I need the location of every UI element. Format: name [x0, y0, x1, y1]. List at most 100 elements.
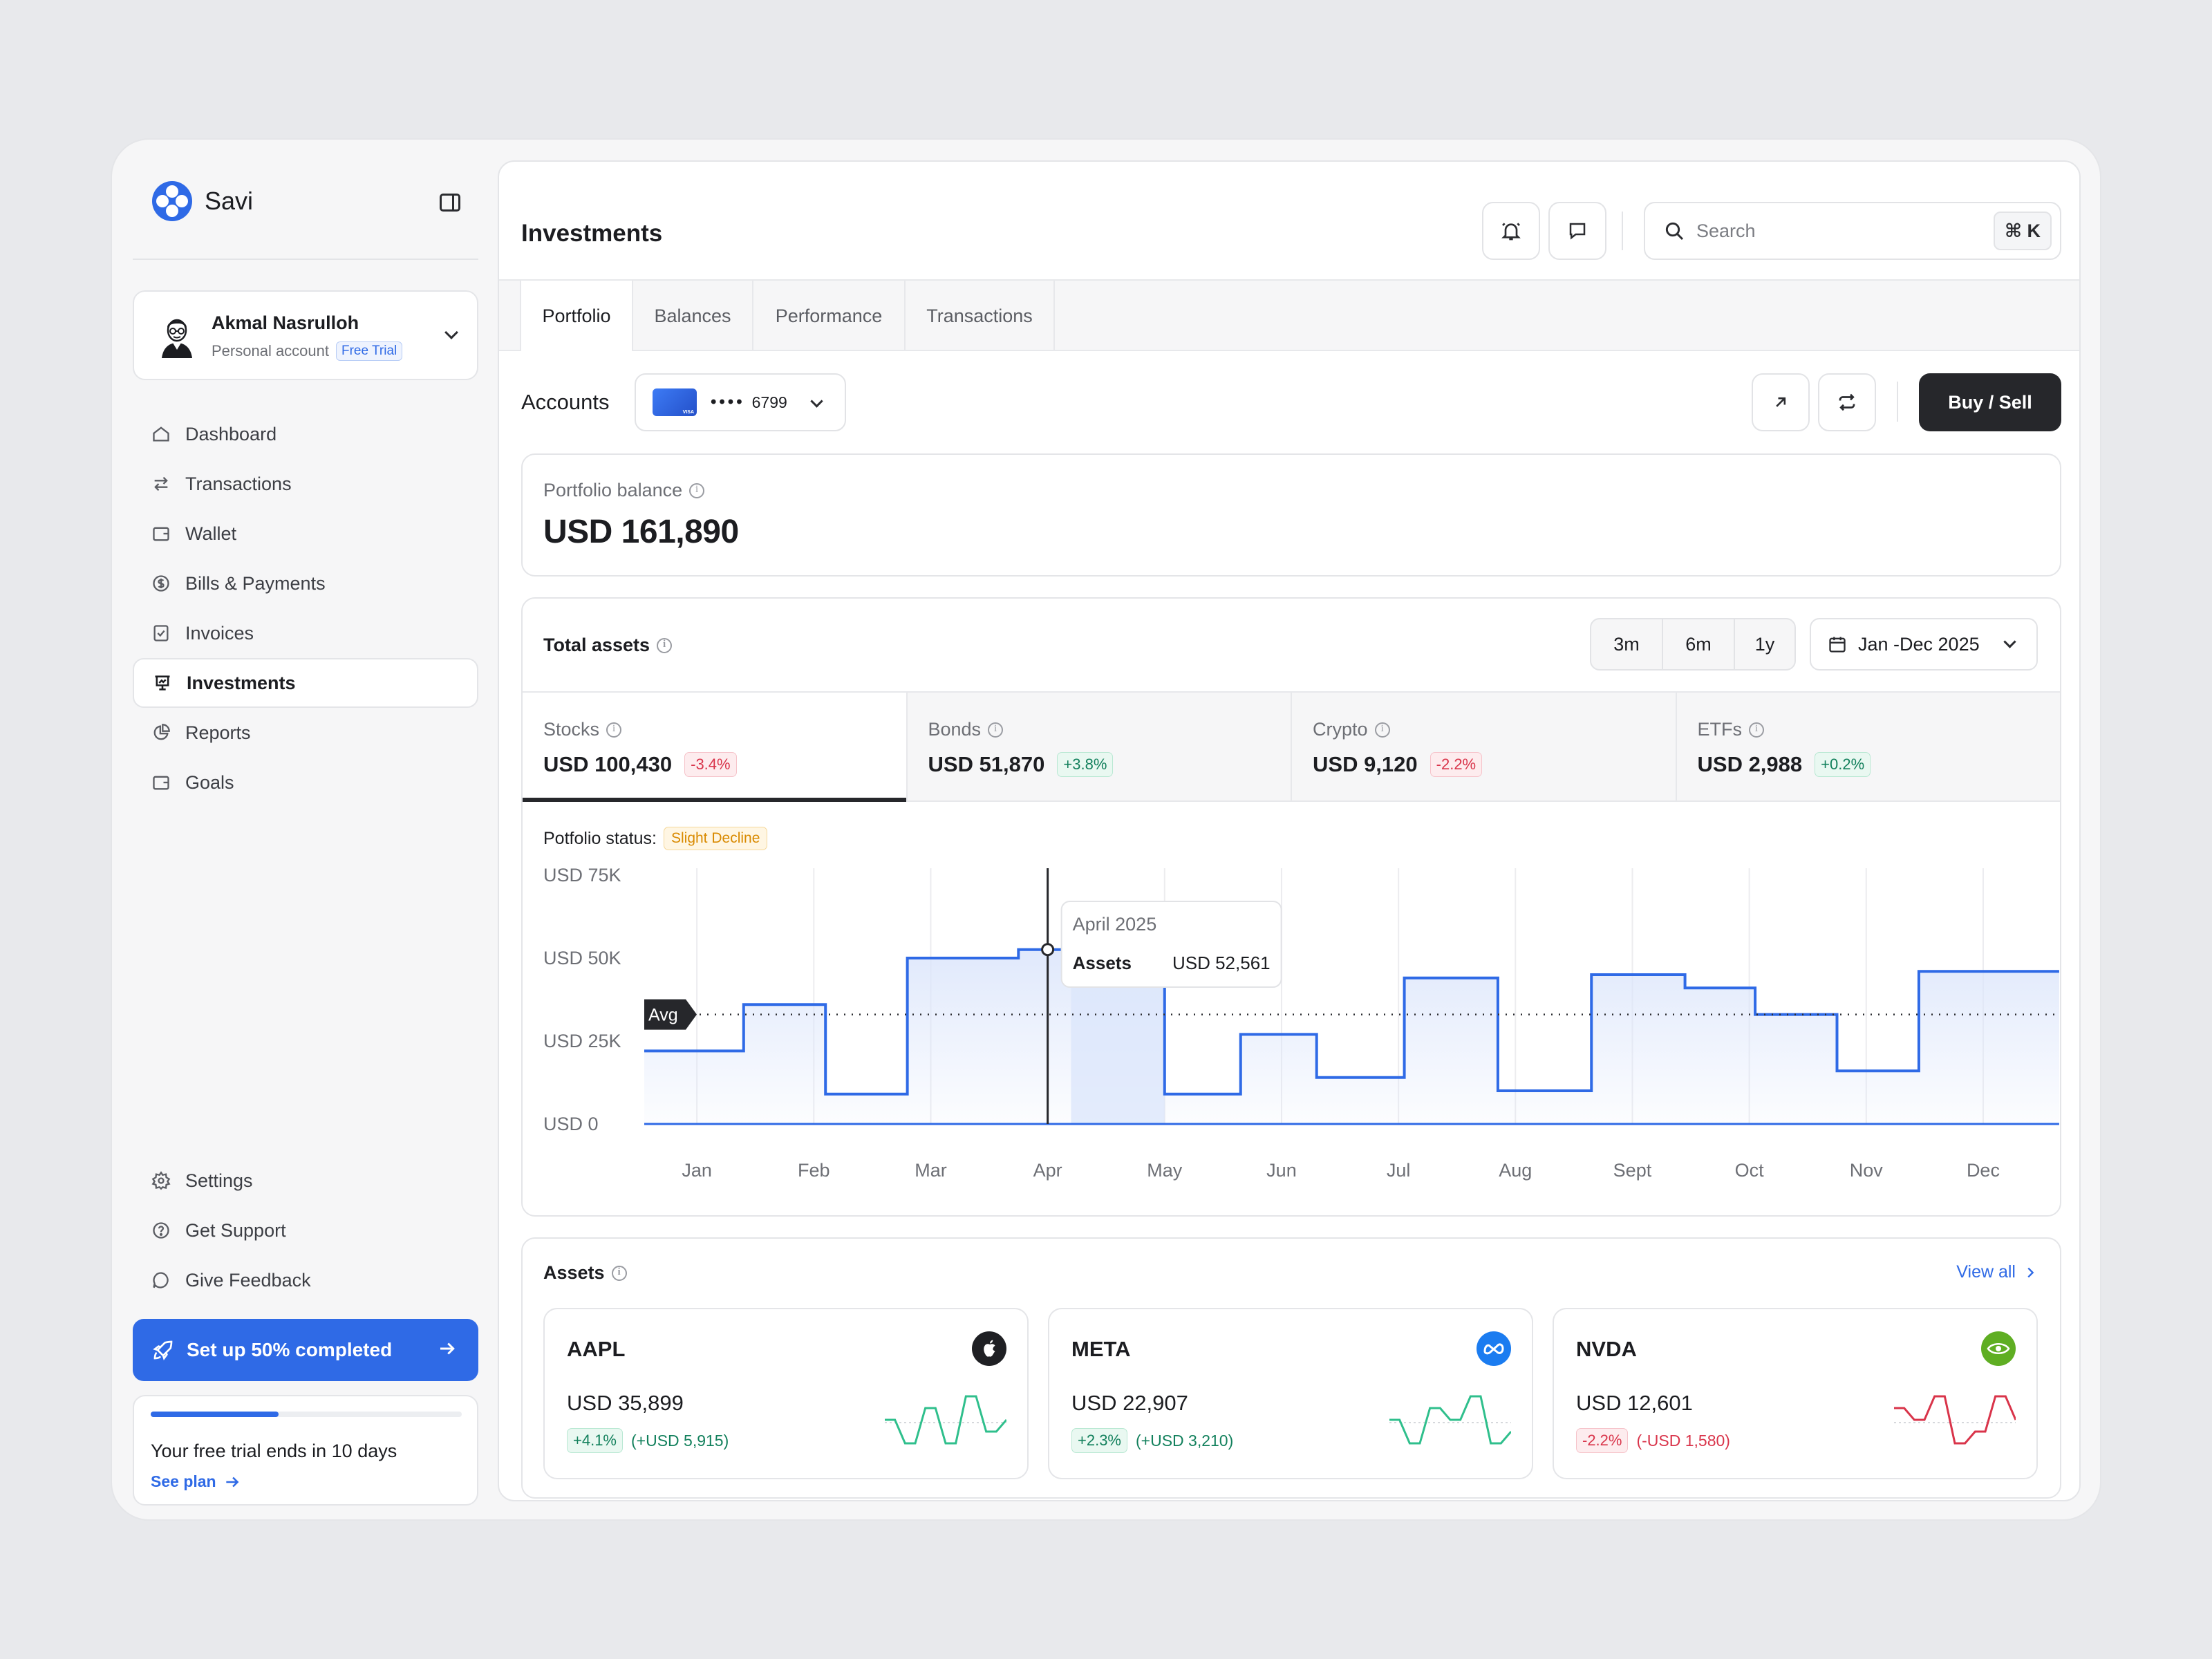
sidebar-item-get-support[interactable]: Get Support — [133, 1206, 478, 1255]
sidebar-item-label: Dashboard — [185, 423, 277, 444]
asset-card-nvda[interactable]: NVDA USD 12,601 -2.2% (-USD 1,580) — [1553, 1308, 2038, 1479]
secondary-nav: Settings Get Support Give Feedback — [133, 1156, 478, 1305]
info-icon[interactable] — [988, 722, 1004, 738]
avg-label: Avg — [648, 1006, 678, 1025]
status-badge: Slight Decline — [663, 827, 768, 850]
sidebar-item-label: Invoices — [185, 622, 254, 644]
total-assets-title: Total assets — [543, 635, 673, 656]
messages-button[interactable] — [1548, 202, 1606, 260]
x-tick-label: Oct — [1735, 1160, 1765, 1181]
sidebar-item-wallet[interactable]: Wallet — [133, 509, 478, 559]
setup-label: Set up 50% completed — [187, 1339, 393, 1360]
tab-transactions[interactable]: Transactions — [906, 281, 1055, 351]
sidebar-item-reports[interactable]: Reports — [133, 708, 478, 758]
view-all-link[interactable]: View all — [1956, 1262, 2038, 1282]
sparkline-path — [885, 1395, 1006, 1445]
notifications-button[interactable] — [1482, 202, 1540, 260]
sparkline-path — [1389, 1395, 1511, 1445]
y-tick-label: USD 0 — [543, 1114, 599, 1134]
total-assets-chart[interactable]: USD 0 USD 25K USD 50K USD 75K Avg April 2025 A… — [523, 861, 2060, 1207]
category-name: Stocks — [543, 719, 622, 740]
brand[interactable]: Savi — [152, 181, 253, 221]
y-tick-label: USD 75K — [543, 865, 621, 885]
sidebar-item-label: Bills & Payments — [185, 572, 326, 594]
sidebar-item-label: Investments — [187, 672, 296, 693]
range-3m-button[interactable]: 3m — [1591, 619, 1663, 669]
sidebar-item-dashboard[interactable]: Dashboard — [133, 409, 478, 459]
info-icon[interactable] — [657, 637, 673, 653]
sidebar-collapse-icon[interactable] — [440, 194, 460, 212]
chevron-down-icon — [810, 395, 823, 408]
profile-switcher[interactable]: Akmal Nasrulloh Personal account Free Tr… — [133, 290, 478, 380]
tooltip-value: USD 52,561 — [1172, 953, 1271, 973]
sidebar-item-goals[interactable]: Goals — [133, 758, 478, 807]
assets-card: Assets View all AAPL USD 35,899 +4.1% (+… — [521, 1237, 2061, 1499]
app-window: Savi Akmal Nasrulloh Personal account Fr… — [111, 138, 2101, 1521]
info-icon[interactable] — [1374, 722, 1390, 738]
range-1y-button[interactable]: 1y — [1754, 633, 1775, 655]
x-tick-label: Sept — [1613, 1160, 1652, 1181]
header-divider — [1622, 212, 1623, 250]
pie-chart-icon — [151, 722, 171, 743]
status-label: Potfolio status: — [543, 828, 657, 848]
account-selector[interactable]: •••• 6799 — [635, 373, 846, 431]
change-absolute: (+USD 5,915) — [631, 1431, 729, 1450]
tab-portfolio[interactable]: Portfolio — [520, 281, 633, 351]
assets-title-label: Assets — [543, 1262, 605, 1283]
main-nav: Dashboard Transactions Wallet Bills & Pa… — [133, 409, 478, 807]
date-range-picker[interactable]: Jan -Dec 2025 — [1810, 618, 2038, 671]
send-button[interactable] — [1752, 373, 1810, 431]
arrows-swap-icon — [151, 474, 171, 494]
category-value: USD 2,988 +0.2% — [1698, 752, 1871, 777]
page-title: Investments — [521, 220, 663, 247]
info-icon[interactable] — [606, 722, 622, 738]
change-badge: -2.2% — [1576, 1428, 1629, 1453]
sidebar-item-label: Get Support — [185, 1219, 286, 1241]
info-icon[interactable] — [689, 482, 705, 498]
x-tick-label: Jul — [1387, 1160, 1411, 1181]
trial-progress-fill — [151, 1412, 279, 1417]
setup-progress-button[interactable]: Set up 50% completed — [133, 1319, 478, 1381]
tab-performance[interactable]: Performance — [753, 281, 906, 351]
category-tab-stocks[interactable]: Stocks USD 100,430 -3.4% — [523, 693, 908, 802]
sidebar-divider — [133, 259, 478, 260]
tab-balances[interactable]: Balances — [633, 281, 753, 351]
tooltip-title: April 2025 — [1073, 914, 1157, 935]
transfer-button[interactable] — [1818, 373, 1876, 431]
area-fill — [644, 918, 2059, 1124]
trial-text: Your free trial ends in 10 days — [151, 1441, 397, 1461]
sidebar-item-bills-payments[interactable]: Bills & Payments — [133, 559, 478, 608]
asset-value: USD 12,601 — [1576, 1391, 1693, 1415]
x-tick-label: Nov — [1850, 1160, 1884, 1181]
category-name-text: Crypto — [1313, 719, 1368, 740]
range-6m-button[interactable]: 6m — [1663, 619, 1735, 669]
buy-sell-button[interactable]: Buy / Sell — [1919, 373, 2061, 431]
trial-card: Your free trial ends in 10 days See plan — [133, 1395, 478, 1506]
meta-infinity-icon — [1477, 1331, 1511, 1366]
x-tick-label: Jun — [1266, 1160, 1297, 1181]
asset-card-meta[interactable]: META USD 22,907 +2.3% (+USD 3,210) — [1048, 1308, 1533, 1479]
info-icon[interactable] — [1749, 722, 1764, 738]
avatar — [162, 319, 192, 358]
see-plan-link[interactable]: See plan — [151, 1472, 241, 1491]
category-name: Crypto — [1313, 719, 1390, 740]
asset-change: +2.3% (+USD 3,210) — [1071, 1428, 1233, 1453]
category-tab-etfs[interactable]: ETFs USD 2,988 +0.2% — [1676, 693, 2060, 800]
brand-name: Savi — [205, 187, 254, 215]
calendar-icon — [1828, 635, 1847, 654]
category-name-text: ETFs — [1697, 719, 1743, 740]
search-input[interactable]: Search ⌘ K — [1644, 202, 2061, 260]
info-icon[interactable] — [611, 1265, 627, 1281]
sidebar-item-transactions[interactable]: Transactions — [133, 459, 478, 509]
sidebar-item-give-feedback[interactable]: Give Feedback — [133, 1255, 478, 1305]
sidebar-item-label: Wallet — [185, 523, 237, 544]
portfolio-balance-label: Portfolio balance — [543, 480, 705, 501]
asset-card-aapl[interactable]: AAPL USD 35,899 +4.1% (+USD 5,915) — [543, 1308, 1029, 1479]
chevron-down-icon — [2003, 635, 2016, 648]
sidebar-item-investments[interactable]: Investments — [133, 658, 478, 708]
sidebar-item-settings[interactable]: Settings — [133, 1156, 478, 1206]
assets-title: Assets — [543, 1262, 627, 1284]
category-tab-bonds[interactable]: Bonds USD 51,870 +3.8% — [907, 693, 1292, 800]
sidebar-item-invoices[interactable]: Invoices — [133, 608, 478, 658]
category-tab-crypto[interactable]: Crypto USD 9,120 -2.2% — [1292, 693, 1677, 800]
